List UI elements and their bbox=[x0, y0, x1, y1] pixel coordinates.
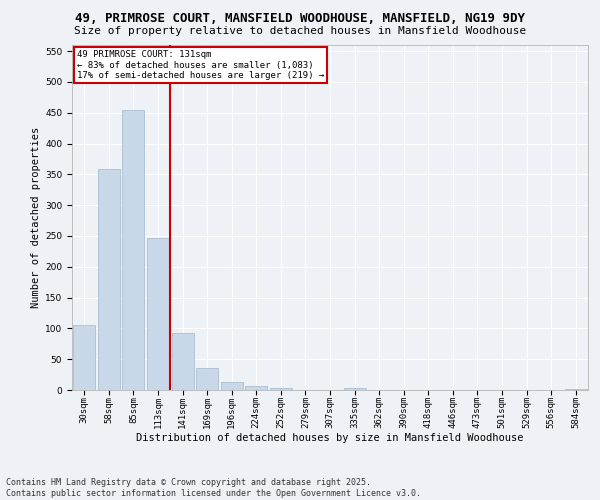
Bar bbox=[344, 388, 365, 390]
Bar bbox=[147, 238, 169, 390]
Bar bbox=[73, 326, 95, 390]
Bar bbox=[221, 382, 243, 390]
Bar bbox=[565, 389, 587, 390]
Text: 49 PRIMROSE COURT: 131sqm
← 83% of detached houses are smaller (1,083)
17% of se: 49 PRIMROSE COURT: 131sqm ← 83% of detac… bbox=[77, 50, 325, 80]
Bar bbox=[172, 334, 194, 390]
Bar bbox=[245, 386, 268, 390]
X-axis label: Distribution of detached houses by size in Mansfield Woodhouse: Distribution of detached houses by size … bbox=[136, 432, 524, 442]
Text: 49, PRIMROSE COURT, MANSFIELD WOODHOUSE, MANSFIELD, NG19 9DY: 49, PRIMROSE COURT, MANSFIELD WOODHOUSE,… bbox=[75, 12, 525, 26]
Bar bbox=[122, 110, 145, 390]
Bar bbox=[98, 170, 120, 390]
Y-axis label: Number of detached properties: Number of detached properties bbox=[31, 127, 41, 308]
Text: Contains HM Land Registry data © Crown copyright and database right 2025.
Contai: Contains HM Land Registry data © Crown c… bbox=[6, 478, 421, 498]
Bar bbox=[196, 368, 218, 390]
Bar bbox=[270, 388, 292, 390]
Text: Size of property relative to detached houses in Mansfield Woodhouse: Size of property relative to detached ho… bbox=[74, 26, 526, 36]
